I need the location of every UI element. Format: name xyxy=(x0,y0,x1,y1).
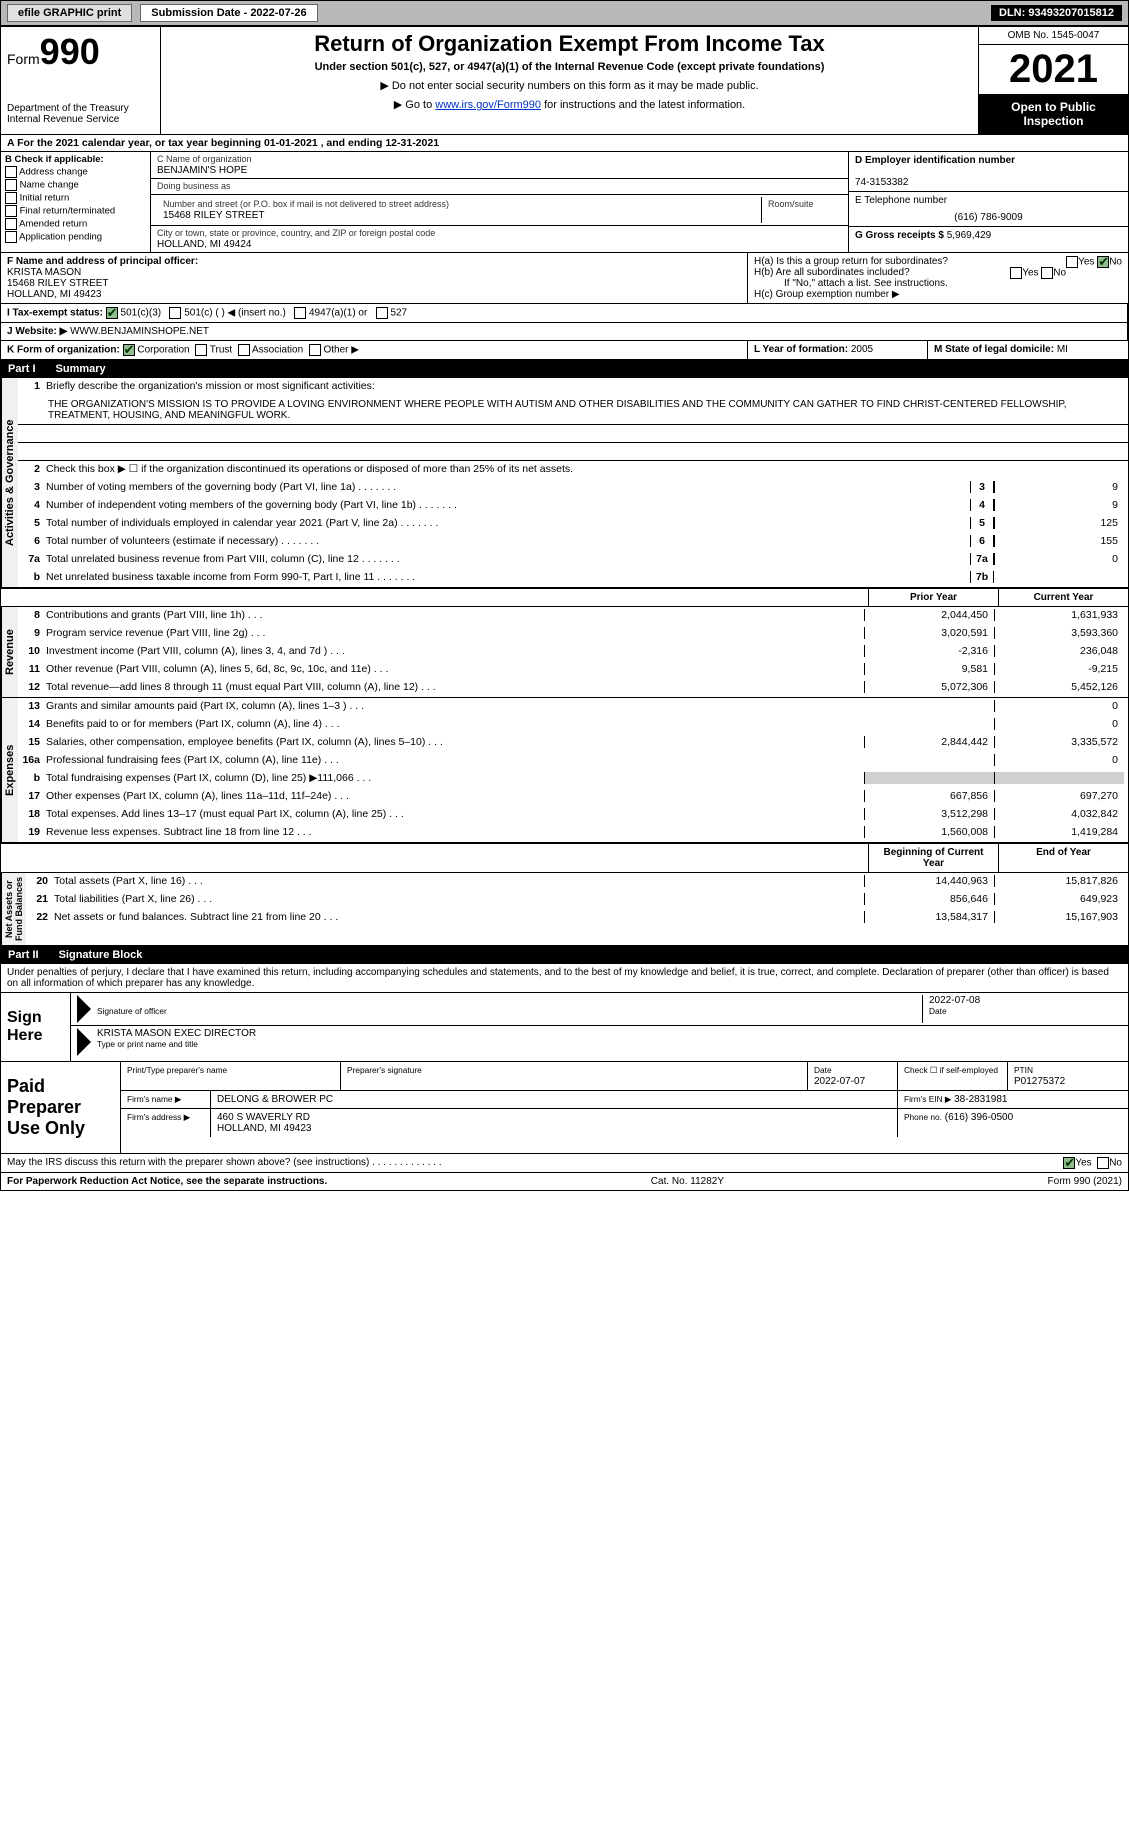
mission-text: THE ORGANIZATION'S MISSION IS TO PROVIDE… xyxy=(18,396,1128,425)
cb-ha-yes[interactable] xyxy=(1066,256,1078,268)
preparer-block: Paid Preparer Use Only Print/Type prepar… xyxy=(0,1062,1129,1154)
cb-app-pending[interactable]: Application pending xyxy=(5,231,146,243)
cb-527[interactable] xyxy=(376,307,388,319)
addr-cell: Number and street (or P.O. box if mail i… xyxy=(151,195,848,226)
line-9: 9 Program service revenue (Part VIII, li… xyxy=(18,625,1128,643)
expenses-section: Expenses 13 Grants and similar amounts p… xyxy=(0,698,1129,843)
dln: DLN: 93493207015812 xyxy=(991,5,1122,21)
line-3: 3 Number of voting members of the govern… xyxy=(18,479,1128,497)
line-13: 13 Grants and similar amounts paid (Part… xyxy=(18,698,1128,716)
signature-block: Under penalties of perjury, I declare th… xyxy=(0,964,1129,1062)
col-b-checkboxes: B Check if applicable: Address change Na… xyxy=(1,152,151,252)
cb-501c[interactable] xyxy=(169,307,181,319)
cb-501c3[interactable] xyxy=(106,307,118,319)
cb-address-change[interactable]: Address change xyxy=(5,166,146,178)
line-b: b Net unrelated business taxable income … xyxy=(18,569,1128,587)
dept-label: Department of the Treasury Internal Reve… xyxy=(7,103,154,125)
note-link: ▶ Go to www.irs.gov/Form990 for instruct… xyxy=(169,98,970,111)
form-number: Form990 xyxy=(7,31,154,73)
tax-year: 2021 xyxy=(979,45,1128,94)
line-15: 15 Salaries, other compensation, employe… xyxy=(18,734,1128,752)
efile-print-button[interactable]: efile GRAPHIC print xyxy=(7,4,132,22)
cb-hb-yes[interactable] xyxy=(1010,267,1022,279)
line-7a: 7a Total unrelated business revenue from… xyxy=(18,551,1128,569)
part2-header: Part II Signature Block xyxy=(0,946,1129,964)
cb-trust[interactable] xyxy=(195,344,207,356)
line-8: 8 Contributions and grants (Part VIII, l… xyxy=(18,607,1128,625)
city-cell: City or town, state or province, country… xyxy=(151,226,848,252)
cb-discuss-yes[interactable] xyxy=(1063,1157,1075,1169)
line-20: 20 Total assets (Part X, line 16) . . . … xyxy=(26,873,1128,891)
line-5: 5 Total number of individuals employed i… xyxy=(18,515,1128,533)
form-subtitle: Under section 501(c), 527, or 4947(a)(1)… xyxy=(169,61,970,73)
cb-discuss-no[interactable] xyxy=(1097,1157,1109,1169)
ein-cell: D Employer identification number 74-3153… xyxy=(849,152,1128,192)
line-b: b Total fundraising expenses (Part IX, c… xyxy=(18,770,1128,788)
line-21: 21 Total liabilities (Part X, line 26) .… xyxy=(26,891,1128,909)
sign-here-label: Sign Here xyxy=(1,993,71,1061)
col-headers: . Prior Year Current Year xyxy=(0,588,1129,607)
cb-4947[interactable] xyxy=(294,307,306,319)
line-19: 19 Revenue less expenses. Subtract line … xyxy=(18,824,1128,842)
tax-status-row: I Tax-exempt status: 501(c)(3) 501(c) ( … xyxy=(0,304,1129,323)
entity-grid: B Check if applicable: Address change Na… xyxy=(0,152,1129,253)
gross-cell: G Gross receipts $ 5,969,429 xyxy=(849,227,1128,244)
line-16a: 16a Professional fundraising fees (Part … xyxy=(18,752,1128,770)
note-ssn: ▶ Do not enter social security numbers o… xyxy=(169,79,970,92)
revenue-section: Revenue 8 Contributions and grants (Part… xyxy=(0,607,1129,698)
cb-assoc[interactable] xyxy=(238,344,250,356)
line-11: 11 Other revenue (Part VIII, column (A),… xyxy=(18,661,1128,679)
cb-amended[interactable]: Amended return xyxy=(5,218,146,230)
cb-corp[interactable] xyxy=(123,344,135,356)
line-17: 17 Other expenses (Part IX, column (A), … xyxy=(18,788,1128,806)
net-assets-section: Net Assets orFund Balances 20 Total asse… xyxy=(0,873,1129,946)
officer-cell: F Name and address of principal officer:… xyxy=(1,253,748,303)
website-row: J Website: ▶ WWW.BENJAMINSHOPE.NET xyxy=(0,323,1129,341)
paid-preparer-label: Paid Preparer Use Only xyxy=(1,1062,121,1153)
omb-number: OMB No. 1545-0047 xyxy=(979,27,1128,45)
vtab-expenses: Expenses xyxy=(1,698,18,842)
line-4: 4 Number of independent voting members o… xyxy=(18,497,1128,515)
line-10: 10 Investment income (Part VIII, column … xyxy=(18,643,1128,661)
line-22: 22 Net assets or fund balances. Subtract… xyxy=(26,909,1128,927)
public-inspection: Open to Public Inspection xyxy=(979,94,1128,134)
vtab-netassets: Net Assets orFund Balances xyxy=(1,873,26,945)
form-title: Return of Organization Exempt From Incom… xyxy=(169,31,970,57)
activities-governance: Activities & Governance 1Briefly describ… xyxy=(0,378,1129,588)
part1-header: Part I Summary xyxy=(0,360,1129,378)
vtab-governance: Activities & Governance xyxy=(1,378,18,587)
line-12: 12 Total revenue—add lines 8 through 11 … xyxy=(18,679,1128,697)
org-name-cell: C Name of organization BENJAMIN'S HOPE xyxy=(151,152,848,179)
cb-other[interactable] xyxy=(309,344,321,356)
row-a-calendar: A For the 2021 calendar year, or tax yea… xyxy=(0,135,1129,152)
cb-ha-no[interactable] xyxy=(1097,256,1109,268)
phone-cell: E Telephone number (616) 786-9009 xyxy=(849,192,1128,227)
topbar: efile GRAPHIC print Submission Date - 20… xyxy=(0,0,1129,26)
submission-date: Submission Date - 2022-07-26 xyxy=(140,4,317,22)
dba-cell: Doing business as xyxy=(151,179,848,195)
penalties-text: Under penalties of perjury, I declare th… xyxy=(1,964,1128,993)
vtab-revenue: Revenue xyxy=(1,607,18,697)
h-section: H(a) Is this a group return for subordin… xyxy=(748,253,1128,303)
cb-initial-return[interactable]: Initial return xyxy=(5,192,146,204)
cb-hb-no[interactable] xyxy=(1041,267,1053,279)
discuss-row: May the IRS discuss this return with the… xyxy=(0,1154,1129,1173)
irs-link[interactable]: www.irs.gov/Form990 xyxy=(435,99,541,111)
arrow-icon xyxy=(77,995,91,1023)
page-footer: For Paperwork Reduction Act Notice, see … xyxy=(0,1173,1129,1191)
arrow-icon xyxy=(77,1028,91,1056)
form-header: Form990 Department of the Treasury Inter… xyxy=(0,26,1129,135)
k-l-m-row: K Form of organization: Corporation Trus… xyxy=(0,341,1129,360)
officer-h-row: F Name and address of principal officer:… xyxy=(0,253,1129,304)
line-6: 6 Total number of volunteers (estimate i… xyxy=(18,533,1128,551)
cb-final-return[interactable]: Final return/terminated xyxy=(5,205,146,217)
line-14: 14 Benefits paid to or for members (Part… xyxy=(18,716,1128,734)
cb-name-change[interactable]: Name change xyxy=(5,179,146,191)
line-18: 18 Total expenses. Add lines 13–17 (must… xyxy=(18,806,1128,824)
net-headers: . Beginning of Current Year End of Year xyxy=(0,843,1129,873)
